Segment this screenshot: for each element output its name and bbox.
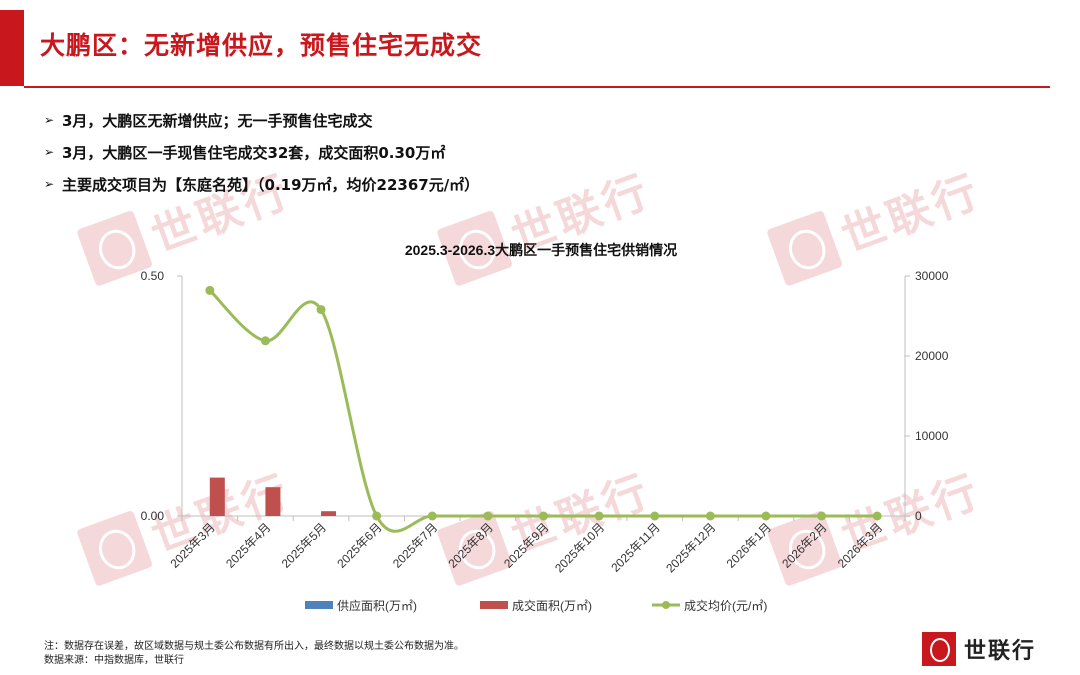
price-line: [208, 289, 878, 533]
brand-logo-icon: [922, 632, 956, 666]
bullet-item: ➢ 主要成交项目为【东庭名苑】（0.19万㎡，均价22367元/㎡）: [44, 168, 479, 200]
bullet-text: 3月，大鹏区无新增供应；无一手预售住宅成交: [62, 111, 373, 130]
price-point: [705, 511, 715, 521]
y-right-tick-label: 30000: [915, 269, 949, 283]
footer-source: 数据来源：中指数据库，世联行: [44, 655, 184, 666]
x-tick-label: 2025年8月: [446, 520, 496, 570]
legend-price-marker: [662, 601, 670, 609]
y-right-tick-label: 0: [915, 509, 922, 523]
title-divider: [24, 86, 1050, 88]
price-point: [817, 511, 827, 521]
chart-legend: 供应面积(万㎡) 成交面积(万㎡) 成交均价(元/㎡): [305, 598, 767, 613]
chart-bars: [209, 477, 337, 516]
price-point: [650, 511, 660, 521]
bullet-item: ➢ 3月，大鹏区一手现售住宅成交32套，成交面积0.30万㎡: [44, 136, 479, 168]
legend-deal-swatch: [480, 601, 508, 609]
arrow-bullet-icon: ➢: [44, 113, 55, 127]
brand: 世联行: [922, 632, 1036, 666]
price-point: [872, 511, 882, 521]
price-point: [594, 511, 604, 521]
page-title: 大鹏区：无新增供应，预售住宅无成交: [40, 31, 483, 60]
x-tick-label: 2026年1月: [724, 520, 774, 570]
price-point: [427, 511, 437, 521]
footer: 注：数据存在误差，故区域数据与规土委公布数据有所出入，最终数据以规土委公布数据为…: [44, 640, 464, 668]
deal-bar: [209, 477, 225, 516]
bullet-item: ➢ 3月，大鹏区无新增供应；无一手预售住宅成交: [44, 104, 479, 136]
x-tick-label: 2025年12月: [663, 520, 718, 575]
x-tick-label: 2026年2月: [779, 520, 829, 570]
price-point: [483, 511, 493, 521]
legend-deal-label: 成交面积(万㎡): [512, 598, 592, 613]
x-tick-label: 2025年9月: [501, 520, 551, 570]
arrow-bullet-icon: ➢: [44, 177, 55, 191]
price-point: [372, 511, 382, 521]
footer-note: 注：数据存在误差，故区域数据与规土委公布数据有所出入，最终数据以规土委公布数据为…: [44, 641, 464, 652]
price-point: [205, 285, 215, 295]
y-right-tick-label: 10000: [915, 429, 949, 443]
price-point: [316, 305, 326, 315]
bullet-text: 3月，大鹏区一手现售住宅成交32套，成交面积0.30万㎡: [62, 143, 446, 162]
deal-bar: [321, 511, 337, 516]
x-tick-label: 2025年10月: [552, 520, 607, 575]
bullet-text: 主要成交项目为【东庭名苑】（0.19万㎡，均价22367元/㎡）: [62, 175, 480, 194]
arrow-bullet-icon: ➢: [44, 145, 55, 159]
title-accent-bar: [0, 10, 24, 86]
legend-supply-swatch: [305, 601, 333, 609]
y-left-tick-label: 0.00: [141, 509, 165, 523]
x-tick-label: 2025年4月: [223, 520, 273, 570]
price-point: [761, 511, 771, 521]
x-tick-label: 2025年7月: [390, 520, 440, 570]
brand-name: 世联行: [964, 639, 1037, 664]
x-tick-label: 2025年3月: [167, 520, 217, 570]
y-right-tick-label: 20000: [915, 349, 949, 363]
chart-axes: [177, 275, 910, 521]
x-tick-label: 2025年5月: [279, 520, 329, 570]
price-point: [539, 511, 548, 521]
legend-price-label: 成交均价(元/㎡): [684, 598, 767, 613]
x-tick-label: 2026年3月: [835, 520, 885, 570]
supply-sales-chart: 2025.3-2026.3大鹏区一手预售住宅供销情况 0.00 0.50 0 1000…: [141, 242, 949, 613]
deal-bar: [265, 487, 281, 516]
x-tick-label: 2025年11月: [608, 520, 663, 575]
bullet-list: ➢ 3月，大鹏区无新增供应；无一手预售住宅成交 ➢ 3月，大鹏区一手现售住宅成交…: [44, 104, 479, 200]
chart-line: [205, 285, 882, 533]
chart-title: 2025.3-2026.3大鹏区一手预售住宅供销情况: [405, 242, 677, 258]
y-left-tick-label: 0.50: [141, 269, 165, 283]
price-point: [260, 336, 270, 346]
legend-supply-label: 供应面积(万㎡): [337, 598, 417, 613]
title-bar: 大鹏区：无新增供应，预售住宅无成交: [0, 0, 1080, 90]
x-tick-label: 2025年6月: [334, 520, 384, 570]
